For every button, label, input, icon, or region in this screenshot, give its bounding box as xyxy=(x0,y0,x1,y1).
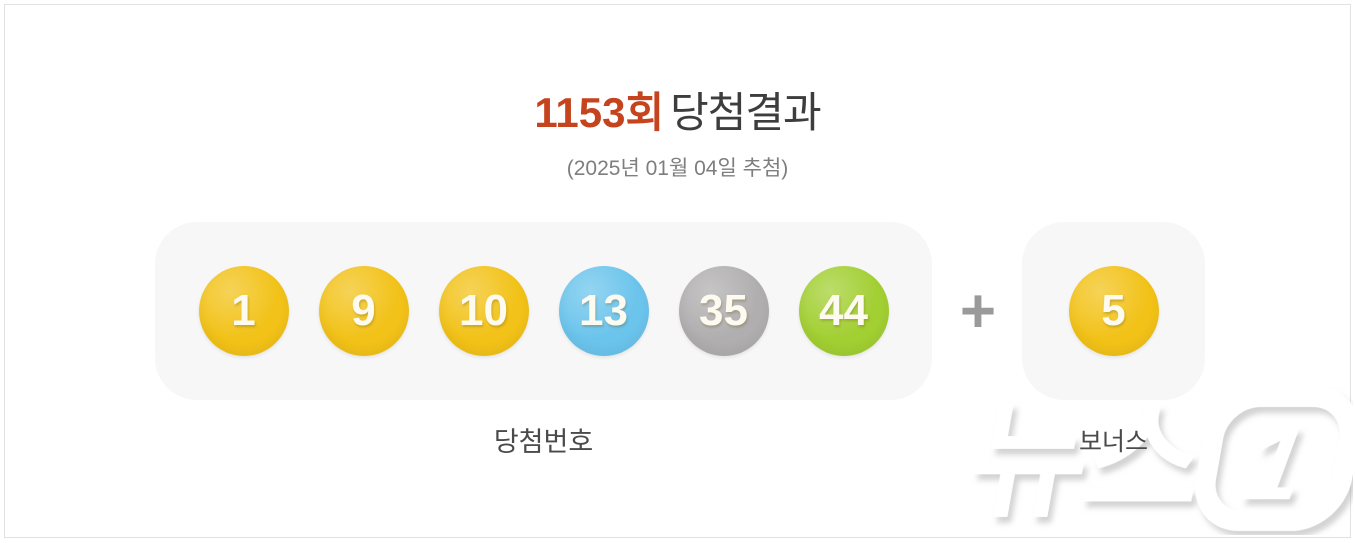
lotto-ball-3: 10 xyxy=(438,266,529,356)
winning-numbers-label: 당첨번호 xyxy=(493,427,594,457)
news1-watermark-logo: 뉴스 1 xyxy=(961,387,1353,533)
round-number: 1153회 xyxy=(534,89,665,136)
lotto-ball-1: 1 xyxy=(198,266,289,356)
lotto-ball-2: 9 xyxy=(318,266,409,356)
lotto-ball-4: 13 xyxy=(558,266,649,356)
watermark-numeral: 1 xyxy=(1236,406,1314,522)
bonus-label: 보너스 xyxy=(1078,428,1148,456)
watermark-text: 뉴스 xyxy=(961,390,1212,533)
draw-date: (2025년 01월 04일 추첨) xyxy=(566,157,789,181)
lotto-ball-6: 44 xyxy=(798,266,889,356)
lotto-ball-5: 35 xyxy=(678,266,769,356)
bonus-ball: 5 xyxy=(1068,266,1159,356)
page-title: 1153회 당첨결과 xyxy=(0,89,1355,136)
bonus-panel: 5 xyxy=(1022,222,1205,400)
winning-numbers-panel: 1 9 10 13 35 44 xyxy=(155,222,932,400)
header: 1153회 당첨결과 (2025년 01월 04일 추첨) xyxy=(0,89,1355,182)
plus-symbol: + xyxy=(959,276,997,346)
title-text: 당첨결과 xyxy=(670,89,822,136)
